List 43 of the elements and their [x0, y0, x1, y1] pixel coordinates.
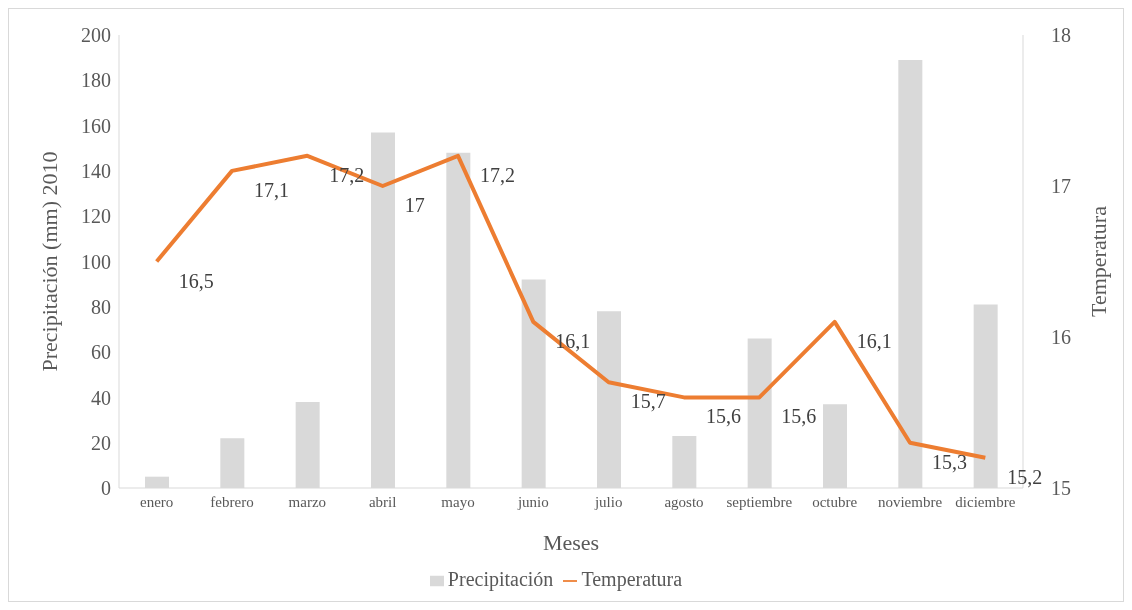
legend-label: Precipitación: [447, 568, 554, 590]
x-tick-label: diciembre: [955, 493, 1016, 510]
x-tick-label: febrero: [210, 493, 254, 510]
x-tick-label: julio: [593, 493, 623, 510]
data-label: 17,1: [254, 178, 289, 201]
x-axis-title: Meses: [542, 530, 600, 555]
y2-tick-label: 17: [1051, 175, 1071, 198]
data-label: 15,3: [932, 450, 967, 473]
y-tick-label: 40: [91, 386, 111, 409]
x-tick-label: enero: [140, 493, 174, 510]
data-label: 15,7: [630, 390, 666, 413]
y-tick-label: 100: [81, 250, 111, 273]
y2-axis-title: Temperatura: [1085, 205, 1111, 317]
x-tick-label: noviembre: [877, 493, 943, 510]
data-label: 16,5: [178, 269, 214, 292]
x-tick-label: septiembre: [726, 493, 793, 510]
x-tick-label: mayo: [441, 493, 475, 510]
x-tick-label: abril: [368, 493, 397, 510]
y-tick-label: 60: [91, 341, 111, 364]
y2-tick-label: 18: [1051, 24, 1071, 47]
legend-label: Temperatura: [581, 568, 683, 590]
x-tick-label: junio: [516, 493, 549, 510]
y-tick-label: 0: [101, 477, 111, 500]
y-tick-label: 180: [81, 69, 111, 92]
data-label: 17,2: [480, 163, 515, 186]
y2-tick-label: 15: [1051, 477, 1071, 500]
data-label: 16,1: [555, 329, 591, 352]
data-label: 17: [404, 194, 425, 216]
y-tick-label: 120: [81, 205, 111, 228]
y-tick-label: 160: [81, 114, 111, 137]
x-tick-label: marzo: [288, 493, 327, 510]
x-tick-label: agosto: [664, 493, 704, 510]
y-axis-title: Precipitación (mm) 2010: [36, 151, 62, 372]
y-tick-label: 80: [91, 295, 111, 318]
y-tick-label: 200: [81, 24, 111, 47]
data-label: 15,6: [706, 405, 741, 428]
x-tick-label: octubre: [812, 493, 858, 510]
y-tick-label: 20: [91, 431, 111, 454]
data-label: 15,2: [1007, 465, 1043, 488]
y-tick-label: 140: [81, 160, 111, 182]
y2-tick-label: 16: [1051, 326, 1071, 349]
data-label: 16,1: [856, 329, 892, 352]
data-label: 15,6: [781, 405, 817, 428]
